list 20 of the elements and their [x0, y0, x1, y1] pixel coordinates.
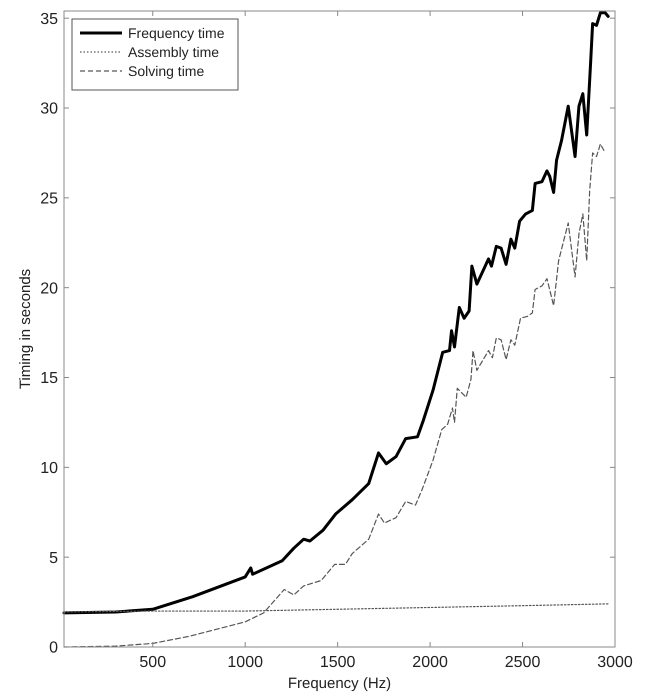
y-tick-label: 0 [49, 640, 58, 657]
legend-label: Frequency time [128, 24, 225, 41]
legend-label: Assembly time [128, 44, 220, 60]
x-axis-title: Frequency (Hz) [288, 675, 392, 692]
x-tick-label: 2000 [412, 654, 448, 671]
y-tick-label: 25 [40, 190, 58, 208]
y-tick-label: 15 [40, 370, 58, 388]
y-tick-label: 35 [40, 10, 58, 28]
legend-label: Solving time [128, 62, 204, 79]
y-axis-title: Timing in seconds [17, 268, 34, 390]
x-tick-label: 1000 [227, 654, 264, 671]
y-tick-label: 10 [40, 460, 58, 477]
y-tick-label: 30 [40, 100, 58, 118]
y-tick-label: 5 [49, 550, 58, 567]
x-tick-label: 1500 [320, 654, 356, 671]
x-tick-label: 2500 [504, 654, 540, 671]
y-tick-label: 20 [40, 280, 58, 298]
x-tick-label: 500 [139, 654, 166, 671]
line-series [62, 11, 610, 614]
x-tick-label: 3000 [597, 654, 633, 671]
